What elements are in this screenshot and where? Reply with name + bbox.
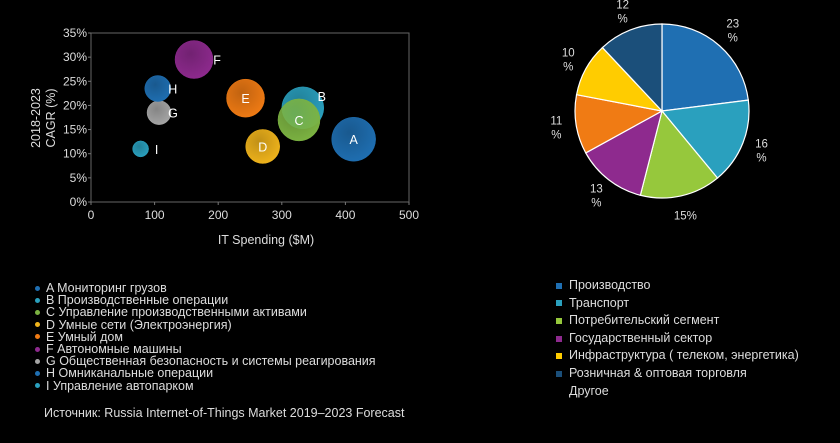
bubble-f xyxy=(174,40,214,79)
legend-text: B Производственные операции xyxy=(46,293,229,308)
pie-legend-item: Государственный сектор xyxy=(556,330,799,348)
bubble-a xyxy=(331,116,376,162)
y-tick-label: 10% xyxy=(63,147,87,161)
legend-marker xyxy=(35,297,40,303)
x-tick-label: 0 xyxy=(88,208,95,222)
y-tick-label: 30% xyxy=(63,50,87,64)
pie-legend-item: Другое xyxy=(556,383,799,401)
bubble-label-d: D xyxy=(258,140,267,154)
pie-legend-marker xyxy=(556,388,562,394)
bubble-i xyxy=(132,140,149,158)
legend-item: I Управление автопарком xyxy=(35,378,376,393)
pie-legend-marker xyxy=(556,370,562,377)
pie-value-label: 23% xyxy=(726,19,739,45)
pie-legend-item: Инфраструктура ( телеком, энергетика) xyxy=(556,347,799,365)
legend-marker xyxy=(35,371,40,377)
pie-value-label: 13% xyxy=(590,184,603,210)
bubble-c xyxy=(277,98,321,142)
pie-legend-marker xyxy=(556,353,562,360)
x-tick-label: 300 xyxy=(272,208,292,222)
legend-text: I Управление автопарком xyxy=(46,378,194,393)
pie-legend-text: Производство xyxy=(569,278,651,292)
legend-item: C Управление производственными активами xyxy=(35,305,376,320)
x-tick-label: 500 xyxy=(399,208,419,222)
y-tick-label: 20% xyxy=(63,98,87,112)
plot-frame xyxy=(90,32,410,203)
pie-value-label: 16% xyxy=(755,138,768,164)
legend-text: C Управление производственными активами xyxy=(46,305,307,320)
pie-legend-text: Инфраструктура ( телеком, энергетика) xyxy=(569,348,799,363)
pie-legend-text: Другое xyxy=(569,383,609,398)
pie-chart: 23 % 16 % 15% 13 % 11 % 10 % 12% xyxy=(550,0,768,222)
y-axis-label: 2018-2023CAGR (%) xyxy=(29,88,58,148)
bubble-chart: 0% 5% 10% 15% 20% 25% 30% 35% 0 100 200 300 400 500 IT… xyxy=(29,26,419,247)
bubble-label-h: H xyxy=(168,83,177,97)
bubble-label-i: I xyxy=(155,143,158,157)
pie-legend-item: Розничная & оптовая торговля xyxy=(556,365,799,383)
legend-text: F Автономные машины xyxy=(46,342,182,357)
pie-value-label: 15% xyxy=(674,210,697,222)
bubble-label-c: C xyxy=(294,114,303,128)
bubble-label-b: B xyxy=(318,90,326,104)
pie-legend-text: Государственный сектор xyxy=(569,330,713,345)
legend-marker xyxy=(35,346,40,352)
pie-slice-3 xyxy=(584,109,663,196)
bubble-d xyxy=(245,129,280,164)
y-tick-label: 0% xyxy=(70,195,88,209)
legend-text: D Умные сети (Электроэнергия) xyxy=(46,317,232,332)
bubble-e xyxy=(226,78,265,118)
legend-text: E Умный дом xyxy=(46,329,123,344)
x-axis-label: IT Spending ($M) xyxy=(218,233,314,247)
bubble-legend: A Мониторинг грузов B Производственные оп… xyxy=(35,282,376,392)
bubble-label-g: G xyxy=(168,107,178,121)
pie-value-label: 12% xyxy=(616,0,629,26)
pie-legend-text: Транспорт xyxy=(569,295,630,310)
pie-slice-0 xyxy=(661,23,749,112)
x-tick-label: 200 xyxy=(208,208,228,222)
y-tick-label: 15% xyxy=(63,123,87,137)
pie-legend-item: Транспорт xyxy=(556,295,799,313)
pie-legend-marker xyxy=(556,300,562,307)
legend-marker xyxy=(35,285,40,291)
pie-legend-marker xyxy=(556,317,562,324)
legend-text: H Омниканальные операции xyxy=(46,366,214,381)
legend-item: D Умные сети (Электроэнергия) xyxy=(35,317,376,332)
y-tick-label: 25% xyxy=(63,74,87,88)
pie-slice-6 xyxy=(601,23,663,113)
pie-legend: Производство Транспорт Потребительский сег… xyxy=(556,277,799,400)
legend-item: G Общественная безопасность и системы ре… xyxy=(35,354,376,369)
bubble-label-a: A xyxy=(349,133,358,147)
source-note: Источник: Russia Internet-of-Things Mark… xyxy=(44,406,405,420)
bubble-label-e: E xyxy=(241,92,249,106)
legend-marker xyxy=(35,383,40,389)
legend-marker xyxy=(35,322,40,328)
legend-item: E Умный дом xyxy=(35,329,376,344)
legend-marker xyxy=(35,334,40,340)
y-tick-label: 5% xyxy=(70,171,88,185)
legend-text: A Мониторинг грузов xyxy=(46,281,167,295)
y-tick-label: 35% xyxy=(63,26,87,40)
legend-item: B Производственные операции xyxy=(35,293,376,308)
legend-item: A Мониторинг грузов xyxy=(35,282,376,294)
pie-value-label: 10% xyxy=(562,47,575,73)
legend-item: F Автономные машины xyxy=(35,343,376,355)
legend-marker xyxy=(35,310,40,315)
x-tick-label: 400 xyxy=(335,208,355,222)
bubble-h xyxy=(144,75,172,102)
x-tick-label: 100 xyxy=(145,208,165,222)
legend-item: H Омниканальные операции xyxy=(35,366,376,381)
pie-value-label: 11% xyxy=(550,116,562,142)
legend-text: G Общественная безопасность и системы ре… xyxy=(46,354,376,369)
pie-legend-item: Производство xyxy=(556,277,799,295)
bubble-label-f: F xyxy=(213,54,221,68)
pie-legend-item: Потребительский сегмент xyxy=(556,312,799,330)
pie-legend-text: Потребительский сегмент xyxy=(569,313,720,328)
pie-legend-marker xyxy=(556,335,562,342)
pie-slice-1 xyxy=(660,99,750,179)
pie-legend-text: Розничная & оптовая торговля xyxy=(569,365,747,380)
legend-marker xyxy=(35,358,40,364)
pie-legend-marker xyxy=(556,282,562,289)
pie-slice-2 xyxy=(639,109,719,199)
